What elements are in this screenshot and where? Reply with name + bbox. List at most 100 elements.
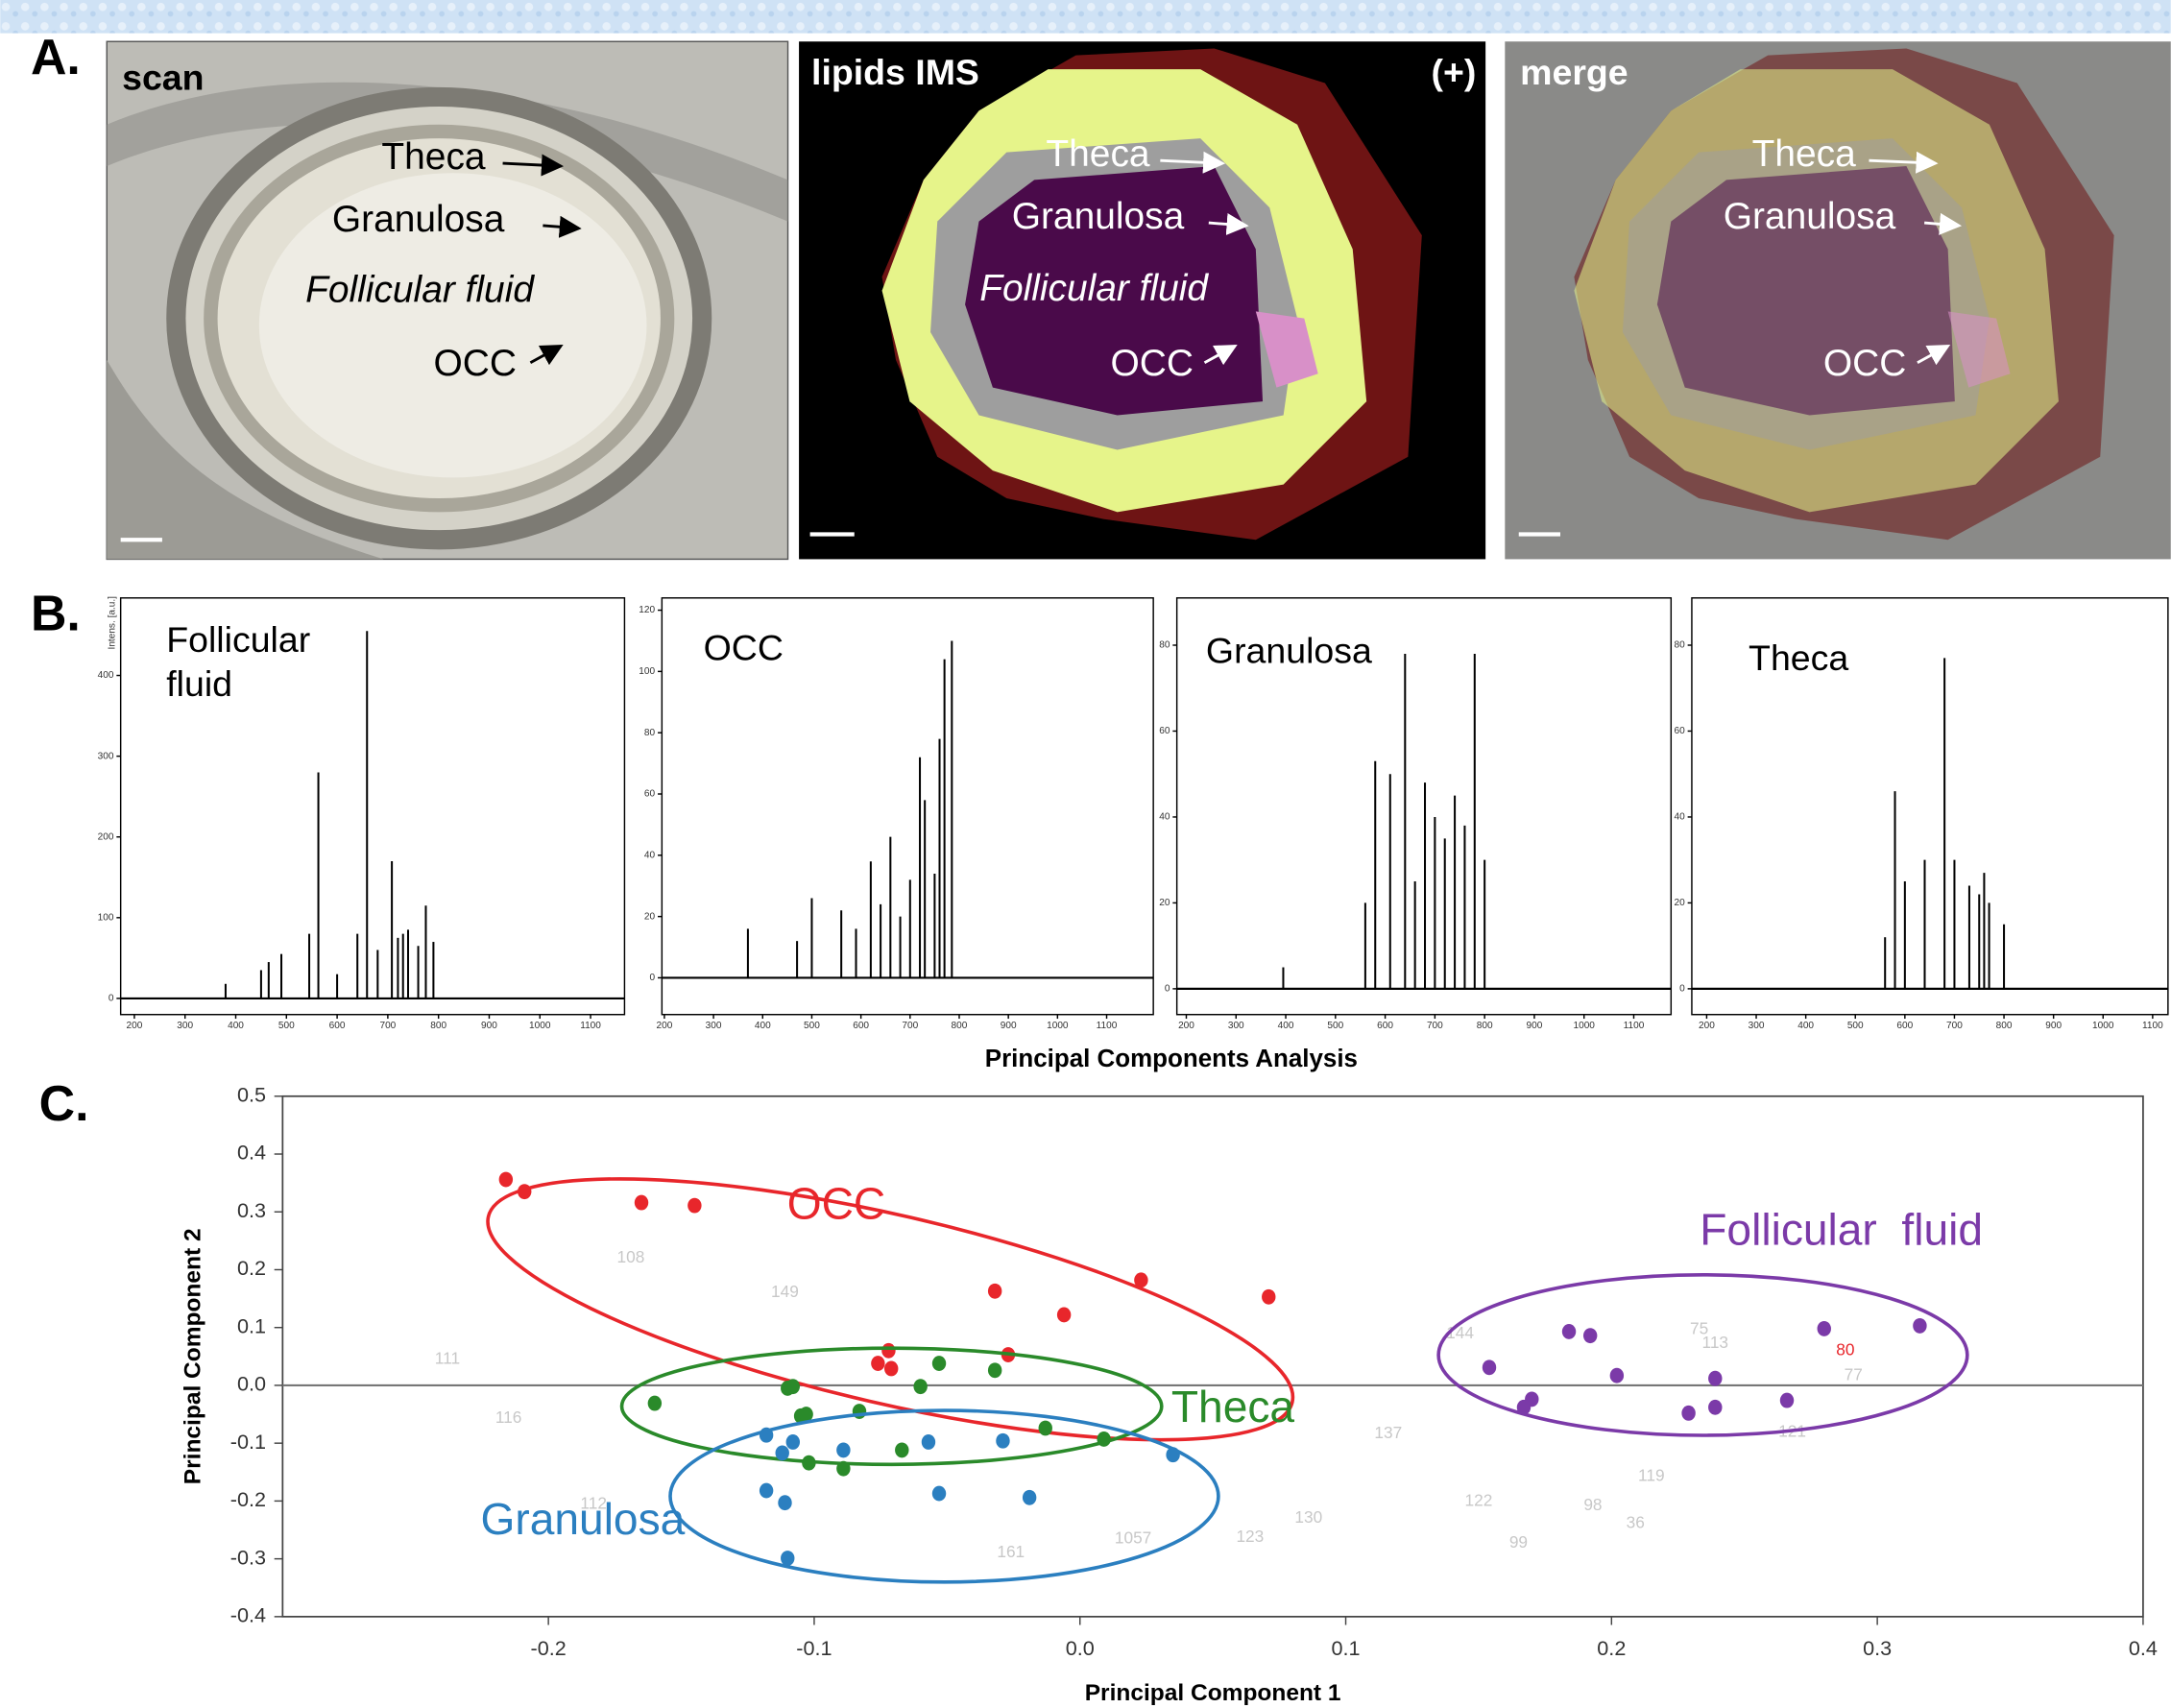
point-label: 80 (1836, 1339, 1854, 1359)
point (1056, 1307, 1072, 1323)
y-tick-label: 120 (639, 605, 655, 615)
point-label: 98 (1583, 1495, 1602, 1514)
ims-fluid (965, 165, 1264, 416)
y-tick-label: 40 (1675, 812, 1686, 823)
x-tick-label: 700 (1427, 1021, 1443, 1031)
follicle-fluid (258, 173, 647, 478)
point (634, 1194, 649, 1211)
point (781, 1551, 795, 1566)
point (1609, 1367, 1625, 1383)
point-label: 36 (1627, 1512, 1645, 1531)
x-tick-label: 1000 (1047, 1021, 1069, 1031)
point-label: 108 (617, 1247, 645, 1266)
point (1708, 1370, 1723, 1386)
point-label: 113 (1701, 1333, 1728, 1352)
x-tick-label: 500 (804, 1021, 820, 1031)
region-label: Theca (1046, 133, 1149, 175)
y-tick-label: 0 (109, 994, 114, 1004)
merge-image (1505, 41, 2171, 560)
point (931, 1356, 947, 1371)
y-tick-label: -0.4 (230, 1603, 266, 1627)
y-tick-label: 0.4 (237, 1141, 266, 1165)
point (1708, 1399, 1723, 1415)
tissue-fold (107, 82, 788, 222)
arrow (529, 345, 564, 366)
x-tick-label: 700 (379, 1021, 396, 1031)
x-tick-label: 400 (755, 1021, 771, 1031)
point (871, 1356, 885, 1371)
y-tick-label: 60 (644, 789, 656, 800)
ims-occ (1255, 311, 1318, 388)
point-label: 122 (1465, 1491, 1493, 1510)
cluster-ellipse (1436, 1272, 1969, 1437)
point (913, 1379, 928, 1395)
point (1516, 1399, 1532, 1415)
point-label: 123 (1236, 1527, 1264, 1546)
y-tick-label: -0.1 (230, 1430, 266, 1454)
header-band (0, 0, 2171, 34)
x-tick-label: 1100 (1624, 1021, 1645, 1031)
x-tick-label: 0.1 (1332, 1636, 1361, 1660)
y-tick-label: 0.1 (237, 1313, 266, 1337)
arrow (502, 154, 564, 177)
point (1582, 1328, 1598, 1344)
y-tick-label: 80 (1675, 640, 1686, 651)
y-tick-label: 0 (1165, 984, 1170, 995)
arrow (1917, 345, 1951, 366)
point (987, 1283, 1002, 1299)
plot-frame (1691, 597, 2169, 1016)
x-tick-label: 600 (1377, 1021, 1393, 1031)
y-tick-label: 0 (1679, 984, 1685, 995)
x-tick-label: 0.2 (1597, 1636, 1626, 1660)
y-axis-label: Principal Component 2 (181, 1228, 206, 1484)
x-tick-label: 300 (1749, 1021, 1765, 1031)
y-tick-label: 400 (98, 670, 114, 681)
x-tick-label: 300 (1228, 1021, 1244, 1031)
y-tick-label: 80 (1159, 640, 1170, 651)
image-polarity: (+) (1432, 52, 1477, 92)
point (921, 1434, 936, 1450)
point (836, 1460, 851, 1477)
x-tick-label: 500 (1847, 1021, 1864, 1031)
cluster-ellipse (619, 1346, 1164, 1467)
spectrum-title: OCC (703, 627, 784, 669)
y-tick-label: 20 (1159, 898, 1170, 908)
spectrum-title-box: Theca (1749, 637, 1848, 678)
arrow (1869, 151, 1939, 174)
y-tick-label: -0.3 (230, 1545, 266, 1569)
y-tick-label: 0.5 (237, 1083, 266, 1107)
spectrum-title: Granulosa (1205, 629, 1372, 672)
cluster-ellipse (668, 1408, 1220, 1584)
y-tick-label: 100 (639, 666, 655, 677)
x-tick-label: 900 (481, 1021, 497, 1031)
point (799, 1407, 813, 1422)
series-label: Follicular fluid (1700, 1205, 1983, 1255)
point (895, 1442, 909, 1458)
x-tick-label: 600 (1896, 1021, 1913, 1031)
panel-label: A. (31, 29, 81, 84)
point (1779, 1392, 1795, 1408)
point (1166, 1447, 1180, 1463)
y-tick-label: 60 (1159, 726, 1170, 736)
x-tick-label: 400 (1278, 1021, 1294, 1031)
x-tick-label: 0.4 (2129, 1636, 2158, 1660)
image-title: lipids IMS (811, 52, 979, 92)
y-tick-label: 200 (98, 831, 114, 842)
x-tick-label: 800 (430, 1021, 446, 1031)
x-tick-label: 1100 (2142, 1021, 2163, 1031)
panel-label: B. (31, 586, 81, 641)
x-tick-label: 900 (1001, 1021, 1017, 1031)
point (647, 1395, 663, 1411)
region-label: Granulosa (1012, 196, 1185, 237)
arrow (1924, 212, 1963, 235)
image-title: scan (122, 58, 204, 98)
plot-frame (119, 597, 626, 1016)
ims-fluid (1656, 165, 1955, 416)
plot-frame (661, 597, 1154, 1016)
x-tick-label: 800 (952, 1021, 968, 1031)
x-tick-label: 900 (2045, 1021, 2062, 1031)
x-tick-label: 200 (656, 1021, 672, 1031)
point (987, 1362, 1002, 1379)
region-label: Granulosa (332, 199, 505, 240)
